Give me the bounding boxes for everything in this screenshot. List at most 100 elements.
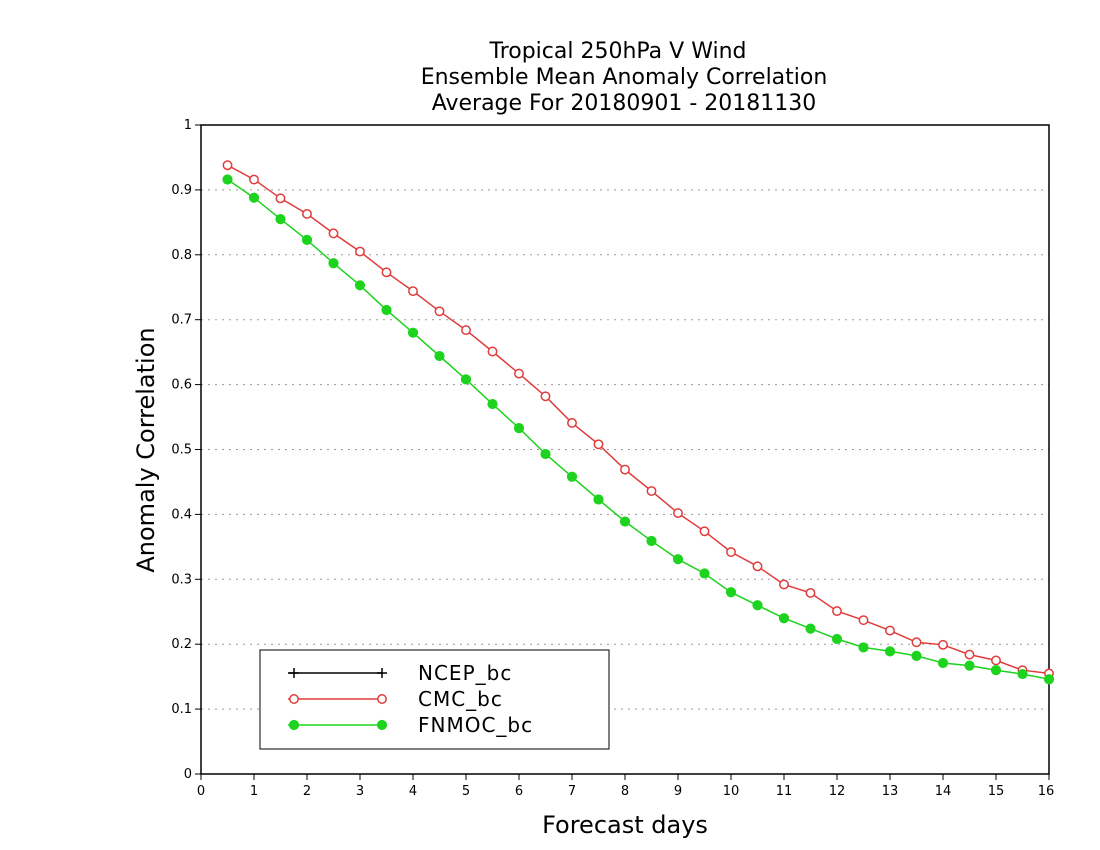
fnmoc-bc-point: [222, 174, 233, 185]
cmc-bc-point: [408, 286, 418, 297]
x-tick-label: 1: [250, 784, 258, 799]
fnmoc-bc-point: [1017, 668, 1028, 680]
cmc-bc-point: [567, 417, 577, 428]
cmc-bc-point: [858, 615, 869, 626]
cmc-bc-point: [381, 267, 392, 278]
y-tick-label: 0.1: [171, 702, 192, 717]
fnmoc-bc-point: [752, 600, 763, 611]
fnmoc-bc-point: [964, 660, 975, 671]
fnmoc-bc-point: [831, 633, 843, 645]
x-tick-label: 14: [935, 784, 952, 799]
legend-marker-ncep-bc: [377, 668, 387, 678]
cmc-bc-point: [355, 246, 365, 257]
cmc-bc-point: [434, 306, 445, 317]
y-tick-label: 0.4: [171, 507, 192, 522]
cmc-bc-series-line: [227, 164, 1050, 675]
title-line-2: Ensemble Mean Anomaly Correlation: [421, 65, 828, 90]
legend-marker-cmc-bc: [289, 694, 299, 704]
cmc-bc-point: [620, 464, 630, 475]
fnmoc-bc-point: [619, 516, 631, 527]
fnmoc-bc-point: [460, 374, 472, 385]
fnmoc-bc-point: [805, 623, 816, 634]
cmc-bc-point: [249, 174, 259, 185]
cmc-bc-point: [302, 208, 312, 219]
fnmoc-bc-point: [858, 642, 869, 653]
legend-marker-fnmoc-bc: [376, 719, 388, 731]
x-tick-label: 5: [462, 784, 470, 799]
fnmoc-bc-point: [540, 448, 551, 460]
fnmoc-bc-point: [487, 398, 498, 410]
fnmoc-bc-point: [407, 327, 419, 338]
fnmoc-bc-point: [778, 613, 790, 624]
cmc-bc-point: [726, 547, 736, 557]
x-tick-label: 16: [1038, 784, 1055, 799]
cmc-bc-point: [593, 439, 604, 450]
cmc-bc-point: [805, 587, 816, 598]
x-tick-label: 2: [303, 784, 311, 799]
fnmoc-bc-point: [275, 214, 286, 225]
cmc-bc-point: [699, 526, 710, 537]
y-tick-labels: 0 0.1 0.2 0.3 0.4 0.5 0.6 0.7 0.8 0.9 1: [171, 118, 192, 782]
x-tick-label: 15: [988, 784, 1005, 799]
fnmoc-bc-point: [328, 258, 339, 269]
cmc-bc-point: [991, 655, 1001, 666]
y-tick-label: 0.3: [171, 572, 192, 587]
fnmoc-bc-point: [1043, 674, 1055, 685]
cmc-bc-point: [646, 486, 657, 496]
cmc-bc-point: [885, 625, 895, 636]
x-tick-label: 13: [882, 784, 899, 799]
fnmoc-bc-point: [513, 422, 525, 434]
x-axis-title: Forecast days: [542, 811, 708, 839]
cmc-bc-point: [911, 637, 922, 648]
x-tick-label: 7: [568, 784, 576, 799]
y-tick-label: 0.6: [171, 378, 192, 393]
cmc-bc-point: [540, 391, 551, 402]
legend-marker-fnmoc-bc: [288, 719, 300, 731]
y-tick-label: 0.9: [171, 183, 192, 198]
x-tick-label: 8: [621, 784, 629, 799]
fnmoc-bc-point: [937, 657, 949, 669]
cmc-bc-point: [328, 228, 339, 239]
x-tick-label: 3: [356, 784, 364, 799]
series-layer: [222, 160, 1055, 685]
fnmoc-bc-point: [884, 646, 896, 657]
x-tick-label: 4: [409, 784, 417, 799]
legend-label-fnmoc-bc: FNMOC_bc: [418, 713, 533, 737]
title-line-1: Tropical 250hPa V Wind: [488, 39, 746, 64]
legend-label-ncep-bc: NCEP_bc: [418, 661, 512, 685]
cmc-bc-point: [275, 193, 286, 204]
cmc-bc-point: [487, 346, 498, 357]
cmc-bc-point: [673, 508, 683, 519]
cmc-bc-point: [938, 639, 948, 650]
legend-marker-ncep-bc: [289, 668, 299, 678]
x-tick-label: 10: [723, 784, 740, 799]
fnmoc-bc-point: [646, 535, 657, 547]
legend-marker-cmc-bc: [377, 694, 387, 704]
grid-lines: [201, 189, 1049, 710]
x-tick-label: 12: [829, 784, 846, 799]
x-tick-label: 6: [515, 784, 523, 799]
y-tick-label: 0.2: [171, 637, 192, 652]
y-tick-label: 1: [184, 118, 192, 133]
cmc-bc-point: [461, 325, 471, 336]
cmc-bc-point: [964, 649, 975, 660]
fnmoc-bc-point: [911, 650, 922, 661]
y-tick-label: 0.7: [171, 313, 192, 328]
fnmoc-bc-point: [301, 234, 313, 245]
fnmoc-bc-point: [248, 192, 260, 203]
cmc-bc-point: [222, 160, 233, 171]
fnmoc-bc-point: [566, 471, 578, 482]
fnmoc-bc-point: [593, 494, 604, 505]
fnmoc-bc-point: [434, 350, 445, 362]
x-tick-label: 0: [197, 784, 205, 799]
chart-title: Tropical 250hPa V Wind Ensemble Mean Ano…: [421, 39, 828, 116]
fnmoc-bc-point: [990, 665, 1002, 676]
axis-ticks: [195, 124, 1050, 780]
fnmoc-bc-point: [725, 587, 737, 598]
legend-label-cmc-bc: CMC_bc: [418, 687, 503, 711]
x-tick-labels: 0 1 2 3 4 5 6 7 8 9 10 11 12 13 14 15 16: [197, 784, 1054, 799]
y-tick-label: 0.5: [171, 443, 192, 458]
